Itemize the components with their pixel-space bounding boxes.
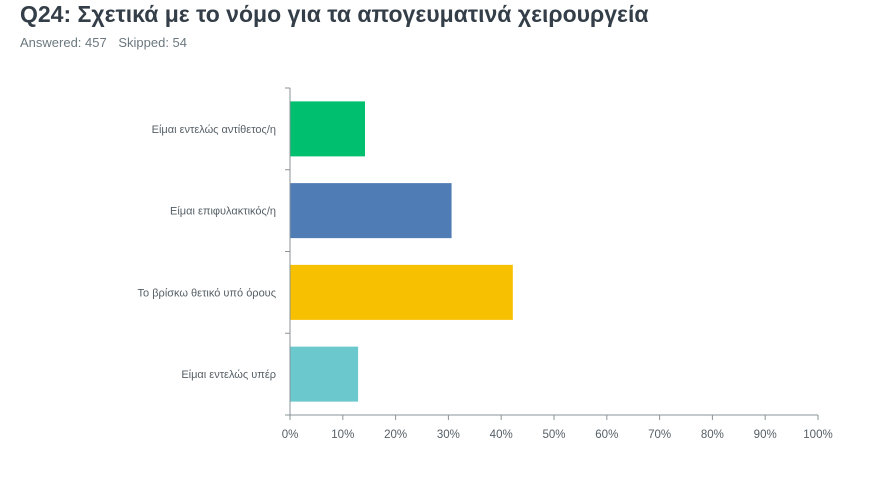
x-tick-label: 40% xyxy=(490,429,513,441)
bar-4 xyxy=(290,346,359,402)
category-label: Είμαι εντελώς αντίθετος/η xyxy=(152,124,276,136)
x-tick-label: 10% xyxy=(331,429,354,441)
question-title: Q24: Σχετικά με το νόμο για τα απογευματ… xyxy=(20,1,649,27)
category-label: Είμαι επιφυλακτικός/η xyxy=(170,206,276,218)
x-tick-label: 30% xyxy=(437,429,460,441)
x-tick-label: 0% xyxy=(282,429,299,441)
category-label: Είμαι εντελώς υπέρ xyxy=(181,369,276,381)
skipped-count: Skipped: 54 xyxy=(118,35,188,50)
x-tick-label: 70% xyxy=(648,429,671,441)
answered-count: Answered: 457 xyxy=(20,35,107,50)
bar-1 xyxy=(290,101,365,157)
x-tick-label: 90% xyxy=(754,429,777,441)
response-stats: Answered: 457 Skipped: 54 xyxy=(20,35,195,50)
x-tick-label: 60% xyxy=(595,429,618,441)
x-tick-label: 100% xyxy=(803,429,832,441)
bar-2 xyxy=(290,183,452,239)
x-tick-label: 80% xyxy=(701,429,724,441)
x-tick-label: 20% xyxy=(384,429,407,441)
category-label: Το βρίσκω θετικό υπό όρους xyxy=(138,287,276,299)
bar-3 xyxy=(290,264,513,320)
x-tick-label: 50% xyxy=(542,429,565,441)
